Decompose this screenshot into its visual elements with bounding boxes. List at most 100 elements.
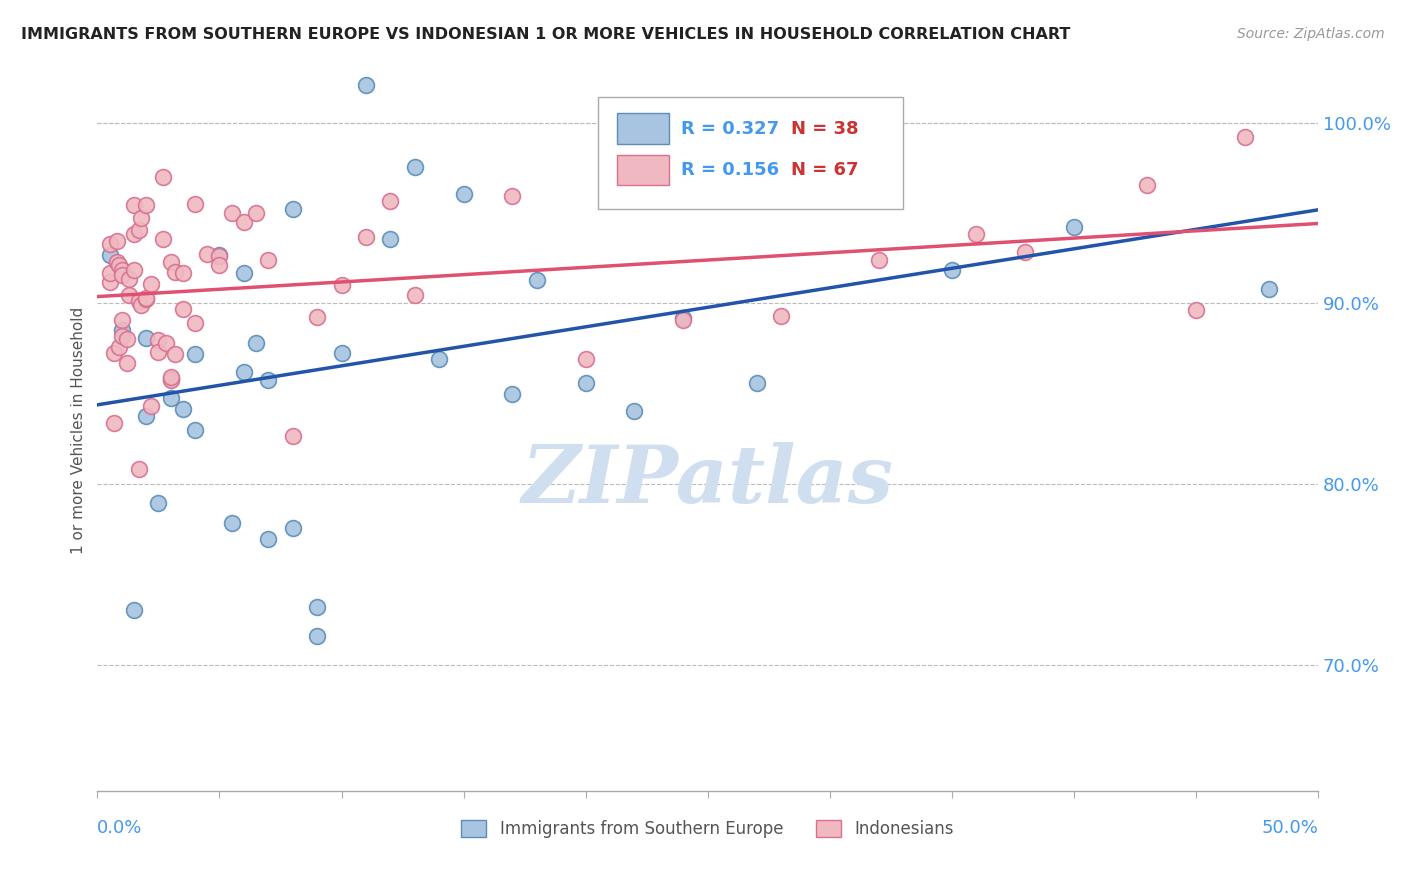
Point	[165, 265, 187, 279]
Point	[453, 186, 475, 201]
Point	[98, 266, 121, 280]
Text: R = 0.327: R = 0.327	[681, 120, 779, 137]
FancyBboxPatch shape	[598, 97, 903, 210]
Point	[354, 78, 377, 93]
Point	[623, 403, 645, 417]
Point	[1233, 130, 1256, 145]
Point	[108, 258, 131, 272]
Point	[965, 227, 987, 241]
Point	[152, 169, 174, 184]
Point	[769, 309, 792, 323]
Point	[257, 373, 280, 387]
Point	[115, 332, 138, 346]
Point	[354, 229, 377, 244]
Point	[103, 346, 125, 360]
Point	[1063, 219, 1085, 234]
Point	[1136, 178, 1159, 192]
Text: N = 67: N = 67	[790, 161, 858, 178]
Point	[139, 399, 162, 413]
Point	[941, 263, 963, 277]
Point	[281, 429, 304, 443]
Point	[105, 234, 128, 248]
Point	[307, 310, 329, 324]
Point	[232, 266, 254, 280]
Point	[281, 521, 304, 535]
Point	[245, 206, 267, 220]
Point	[404, 287, 426, 301]
Point	[172, 266, 194, 280]
Point	[232, 365, 254, 379]
Point	[208, 247, 231, 261]
Point	[745, 376, 768, 391]
Point	[172, 402, 194, 417]
Point	[108, 340, 131, 354]
Point	[135, 331, 157, 345]
Point	[129, 298, 152, 312]
Text: ZIPatlas: ZIPatlas	[522, 442, 894, 519]
Point	[501, 188, 523, 202]
Point	[159, 254, 181, 268]
Point	[159, 373, 181, 387]
Point	[118, 287, 141, 301]
Point	[307, 599, 329, 614]
Point	[184, 197, 207, 211]
Point	[148, 334, 170, 348]
Point	[159, 369, 181, 384]
Point	[868, 252, 890, 267]
Point	[195, 246, 218, 260]
Y-axis label: 1 or more Vehicles in Household: 1 or more Vehicles in Household	[72, 306, 86, 554]
Point	[111, 313, 134, 327]
Point	[111, 268, 134, 282]
Point	[122, 262, 145, 277]
Point	[501, 387, 523, 401]
Point	[128, 461, 150, 475]
Point	[148, 345, 170, 359]
Point	[330, 346, 353, 360]
FancyBboxPatch shape	[617, 113, 669, 144]
Point	[98, 275, 121, 289]
Point	[1258, 282, 1281, 296]
Text: IMMIGRANTS FROM SOUTHERN EUROPE VS INDONESIAN 1 OR MORE VEHICLES IN HOUSEHOLD CO: IMMIGRANTS FROM SOUTHERN EUROPE VS INDON…	[21, 27, 1070, 42]
Point	[115, 356, 138, 370]
Point	[672, 311, 695, 326]
Point	[818, 143, 841, 157]
Point	[135, 409, 157, 424]
Point	[152, 232, 174, 246]
Point	[155, 335, 177, 350]
Point	[208, 249, 231, 263]
Point	[257, 253, 280, 268]
Point	[208, 258, 231, 272]
Text: 0.0%: 0.0%	[97, 819, 143, 837]
Point	[221, 206, 243, 220]
Point	[135, 292, 157, 306]
Point	[404, 160, 426, 174]
Text: N = 38: N = 38	[790, 120, 859, 137]
Point	[221, 516, 243, 530]
Point	[380, 232, 402, 246]
Point	[575, 351, 598, 366]
Point	[129, 211, 152, 225]
Point	[128, 294, 150, 309]
Legend: Immigrants from Southern Europe, Indonesians: Immigrants from Southern Europe, Indones…	[454, 813, 960, 845]
Point	[184, 347, 207, 361]
Point	[122, 198, 145, 212]
Point	[105, 254, 128, 268]
Point	[122, 602, 145, 616]
Point	[575, 376, 598, 390]
Point	[672, 313, 695, 327]
Text: 50.0%: 50.0%	[1261, 819, 1319, 837]
Point	[232, 214, 254, 228]
Point	[245, 336, 267, 351]
Point	[98, 248, 121, 262]
Point	[257, 532, 280, 546]
Point	[281, 202, 304, 216]
Point	[427, 352, 450, 367]
Point	[111, 329, 134, 343]
Point	[526, 273, 548, 287]
Point	[172, 302, 194, 317]
Point	[1185, 303, 1208, 318]
Point	[165, 346, 187, 360]
FancyBboxPatch shape	[617, 154, 669, 185]
Point	[139, 277, 162, 292]
Point	[135, 291, 157, 305]
